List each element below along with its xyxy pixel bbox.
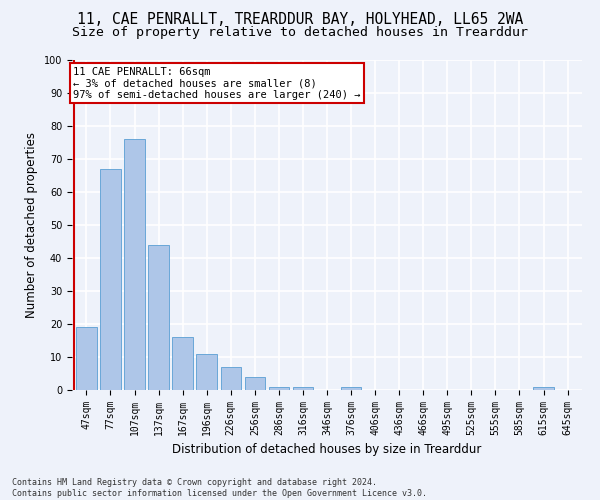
Bar [341,386,361,390]
Bar [293,386,313,390]
Bar [148,245,169,390]
Bar [100,169,121,390]
Bar [76,328,97,390]
Bar [196,354,217,390]
Bar [221,367,241,390]
Bar [124,139,145,390]
Text: 11 CAE PENRALLT: 66sqm
← 3% of detached houses are smaller (8)
97% of semi-detac: 11 CAE PENRALLT: 66sqm ← 3% of detached … [73,66,361,100]
X-axis label: Distribution of detached houses by size in Trearddur: Distribution of detached houses by size … [172,444,482,456]
Bar [269,386,289,390]
Y-axis label: Number of detached properties: Number of detached properties [25,132,38,318]
Text: 11, CAE PENRALLT, TREARDDUR BAY, HOLYHEAD, LL65 2WA: 11, CAE PENRALLT, TREARDDUR BAY, HOLYHEA… [77,12,523,28]
Text: Size of property relative to detached houses in Trearddur: Size of property relative to detached ho… [72,26,528,39]
Bar [172,337,193,390]
Bar [533,386,554,390]
Text: Contains HM Land Registry data © Crown copyright and database right 2024.
Contai: Contains HM Land Registry data © Crown c… [12,478,427,498]
Bar [245,377,265,390]
